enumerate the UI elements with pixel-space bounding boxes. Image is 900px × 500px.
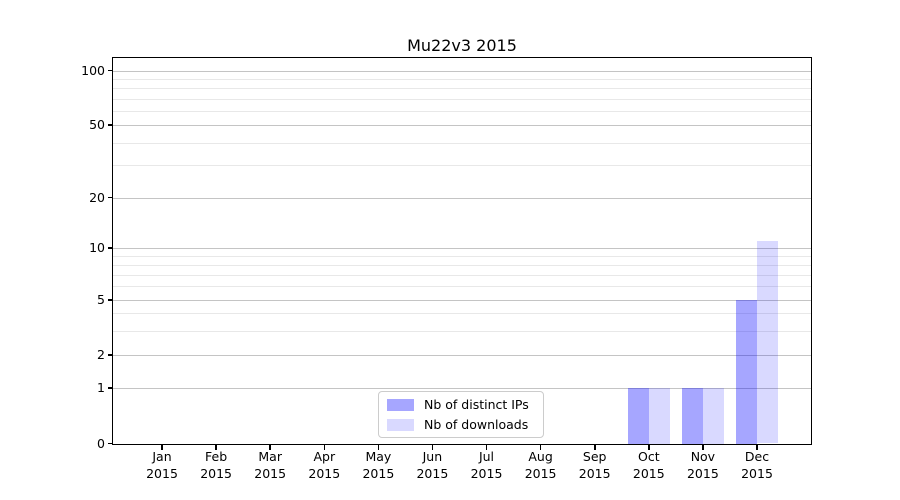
x-tick-label: Jul 2015 [470,449,503,481]
y-tick-label: 1 [97,380,105,395]
chart-title: Mu22v3 2015 [407,36,517,55]
minor-gridline [113,330,811,332]
major-gridline [113,388,811,389]
bar-downloads [757,241,778,444]
x-tick-label: Dec 2015 [741,449,773,481]
legend-swatch-downloads-icon [387,418,414,431]
major-gridline [113,197,811,199]
y-tick-label: 50 [89,117,105,132]
minor-gridline [113,274,811,276]
plot-frame [112,56,812,445]
legend-item-downloads: Nb of downloads [387,417,535,432]
minor-gridline [113,286,811,288]
x-tick-label: May 2015 [362,449,395,481]
x-tick-mark [215,445,217,450]
x-tick-mark [594,445,596,450]
major-gridline [113,300,811,301]
minor-gridline [113,264,811,266]
bar-downloads [702,388,724,444]
minor-gridline [113,255,811,257]
legend: Nb of distinct IPs Nb of downloads [378,391,544,438]
x-tick-label: Mar 2015 [254,449,287,481]
x-tick-mark [648,445,650,450]
x-tick-mark [756,445,758,450]
y-tick-label: 20 [89,189,105,205]
x-tick-mark [269,445,271,450]
y-tick-mark [107,69,112,72]
x-tick-mark [539,445,542,450]
x-tick-mark [323,445,325,450]
x-tick-label: Oct 2015 [632,449,665,481]
legend-label-downloads: Nb of downloads [424,417,529,432]
legend-swatch-distinct-ips-icon [387,398,414,411]
y-tick-mark [107,354,112,356]
y-tick-mark [107,247,112,249]
bar-distinct-ips [627,388,649,444]
y-tick-mark [107,299,112,301]
x-tick-label: Nov 2015 [686,449,719,481]
major-gridline [113,70,811,72]
x-tick-mark [377,445,380,450]
minor-gridline [113,98,811,100]
y-tick-label: 5 [97,292,105,307]
y-tick-label: 0 [97,435,105,451]
bar-downloads [648,388,670,444]
minor-gridline [113,110,811,112]
x-tick-label: Aug 2015 [524,449,557,481]
minor-gridline [113,78,811,80]
major-gridline [113,355,811,356]
minor-gridline [113,142,811,144]
x-tick-label: Feb 2015 [200,449,232,481]
minor-gridline [113,165,811,167]
y-tick-label: 2 [97,347,105,362]
bar-distinct-ips [736,300,757,444]
major-gridline [113,125,811,126]
legend-item-distinct-ips: Nb of distinct IPs [387,397,535,412]
minor-gridline [113,88,811,89]
x-tick-label: Jan 2015 [146,449,178,481]
bar-distinct-ips [681,388,703,444]
major-gridline [113,248,811,249]
y-tick-mark [107,387,112,389]
y-tick-mark [107,124,112,126]
x-tick-mark [485,445,488,450]
x-tick-label: Jun 2015 [416,449,449,481]
x-tick-mark [702,445,704,450]
y-tick-label: 10 [89,240,105,255]
y-tick-label: 100 [81,62,105,78]
legend-label-distinct-ips: Nb of distinct IPs [424,397,529,412]
y-tick-mark [107,196,112,199]
x-tick-mark [161,445,163,450]
x-tick-mark [431,445,434,450]
x-tick-label: Sep 2015 [578,449,611,481]
minor-gridline [113,313,811,315]
x-tick-label: Apr 2015 [308,449,341,481]
y-tick-mark [107,442,112,445]
